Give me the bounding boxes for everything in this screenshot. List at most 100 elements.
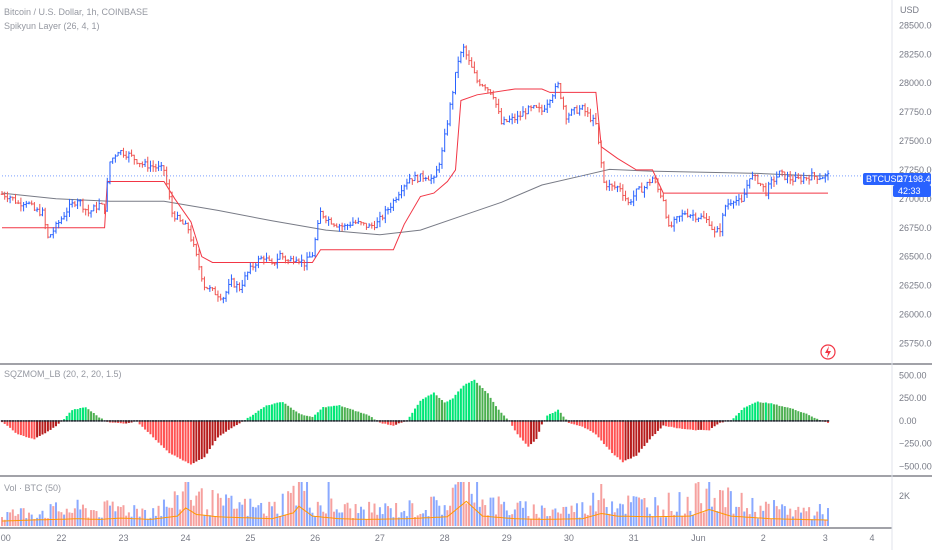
momentum-bar — [627, 420, 630, 460]
candle — [162, 165, 166, 176]
candle — [292, 255, 295, 265]
momentum-bar — [360, 412, 363, 421]
volume-bar — [446, 510, 449, 526]
momentum-bar — [702, 420, 705, 431]
momentum-bar — [54, 420, 57, 427]
volume-bar — [710, 506, 713, 526]
candle — [378, 211, 382, 228]
indicator-mom-label[interactable]: SQZMOM_LB (20, 2, 20, 1.5) — [4, 369, 122, 379]
momentum-bar — [546, 415, 549, 421]
volume-bar — [351, 517, 354, 526]
candle — [111, 157, 114, 164]
candle — [697, 217, 700, 222]
candle — [227, 278, 231, 295]
candle — [357, 217, 360, 224]
volume-bar — [416, 515, 419, 526]
momentum-bar — [225, 420, 228, 432]
candle — [745, 179, 749, 198]
volume-bar — [540, 505, 543, 526]
candle — [548, 99, 552, 108]
indicator-vol-label[interactable]: Vol · BTC (50) — [4, 483, 61, 493]
volume-bar — [362, 509, 365, 526]
momentum-bar — [692, 420, 695, 430]
momentum-bar — [756, 401, 759, 421]
candle — [653, 175, 657, 184]
volume-bar — [208, 515, 211, 526]
candle — [100, 202, 104, 205]
candle — [189, 225, 193, 242]
momentum-bar — [87, 409, 90, 421]
indicator-main-label[interactable]: Spikyun Layer (26, 4, 1) — [4, 21, 100, 31]
candle — [581, 104, 584, 110]
last-price-tag[interactable]: BTCUSD 27198.42 42:33 — [863, 173, 932, 197]
momentum-bar — [76, 409, 79, 421]
price-tick-label: 27500.00 — [899, 136, 932, 146]
volume-pane[interactable] — [1, 482, 829, 526]
candle — [529, 105, 533, 112]
volume-bar — [613, 512, 616, 526]
volume-bar — [559, 513, 562, 526]
momentum-bar — [52, 420, 55, 428]
candle — [365, 222, 368, 230]
momentum-bar — [249, 416, 252, 421]
momentum-bar — [584, 420, 587, 429]
momentum-pane[interactable] — [0, 379, 830, 465]
candle — [224, 290, 228, 302]
volume-bar — [694, 483, 697, 526]
momentum-bar — [686, 420, 689, 430]
momentum-bar — [816, 418, 819, 421]
candle — [181, 218, 185, 225]
momentum-bar — [160, 420, 163, 446]
time-tick-label: 31 — [629, 533, 639, 543]
volume-bar — [154, 515, 157, 526]
volume-bar — [141, 508, 144, 526]
candle — [195, 243, 198, 257]
momentum-bar — [297, 413, 300, 421]
momentum-bar — [125, 420, 128, 424]
volume-bar — [246, 515, 249, 526]
time-tick-label: 3 — [823, 533, 828, 543]
candle — [203, 276, 206, 291]
candle — [370, 222, 374, 229]
volume-bar — [802, 507, 805, 526]
momentum-bar — [327, 406, 330, 421]
momentum-bar — [281, 402, 284, 421]
volume-bar — [781, 504, 784, 526]
lightning-icon[interactable] — [820, 344, 836, 360]
volume-bar — [92, 510, 95, 526]
volume-bar — [454, 484, 457, 526]
candle — [470, 57, 473, 68]
momentum-bar — [149, 420, 152, 435]
volume-bar — [616, 508, 619, 526]
volume-bar — [648, 513, 651, 526]
candle — [605, 180, 608, 191]
candle — [114, 154, 117, 163]
volume-bar — [629, 502, 632, 526]
candle — [783, 171, 787, 181]
volume-bar — [562, 506, 565, 526]
candle — [348, 221, 352, 228]
momentum-bar — [338, 405, 341, 421]
time-tick-label: 30 — [564, 533, 574, 543]
volume-bar — [376, 514, 379, 526]
momentum-bar — [656, 420, 659, 431]
momentum-bar — [238, 420, 241, 424]
momentum-bar — [211, 420, 214, 446]
candle — [716, 226, 719, 233]
momentum-bar — [449, 399, 452, 421]
symbol-title[interactable]: Bitcoin / U.S. Dollar, 1h, COINBASE — [4, 7, 148, 17]
volume-bar — [721, 490, 724, 526]
momentum-bar — [746, 406, 749, 421]
candle — [805, 177, 808, 181]
volume-bar — [470, 493, 473, 526]
volume-bar — [683, 513, 686, 526]
candle — [386, 207, 390, 215]
momentum-bar — [800, 412, 803, 421]
candle — [402, 184, 406, 197]
volume-bar — [624, 513, 627, 526]
momentum-bar — [675, 420, 678, 429]
momentum-bar — [63, 419, 66, 421]
candle — [57, 220, 60, 229]
